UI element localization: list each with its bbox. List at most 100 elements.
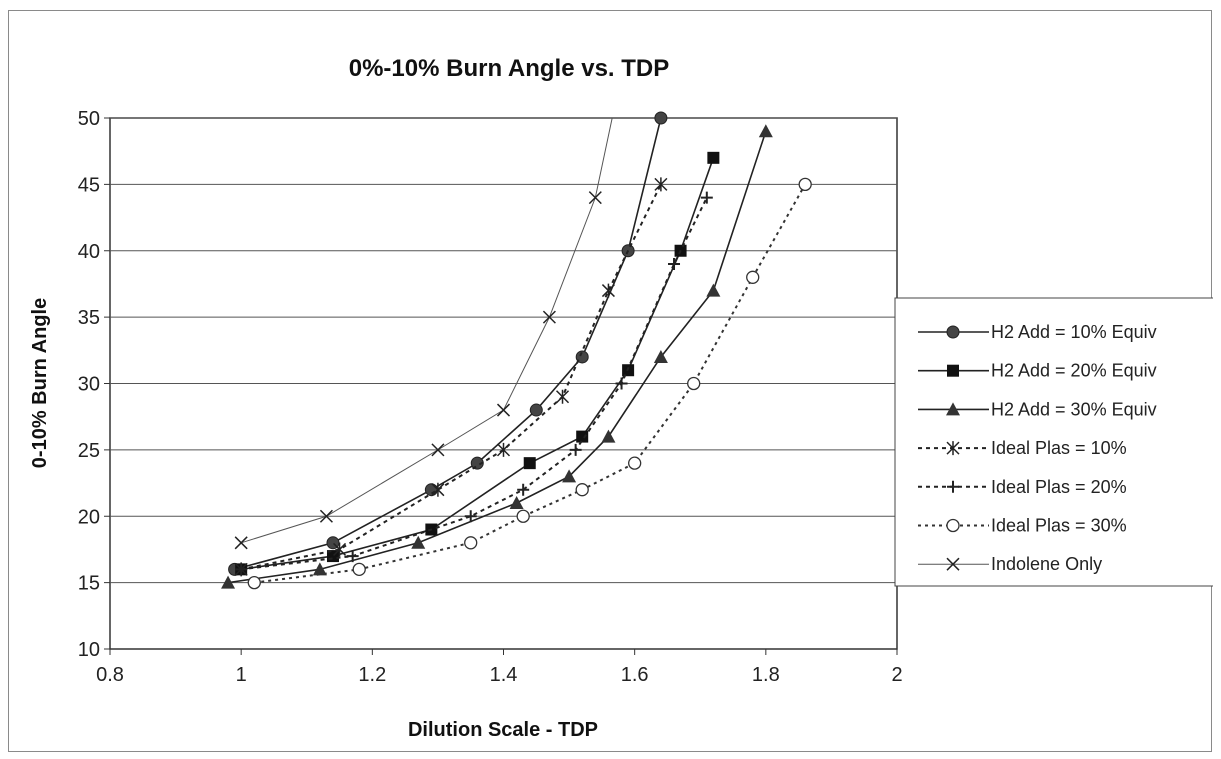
- data-point: [653, 349, 668, 363]
- legend-marker: [946, 518, 960, 533]
- x-tick-label: 1: [236, 664, 247, 686]
- data-point: [509, 495, 524, 509]
- x-tick-label: 1.2: [358, 664, 386, 686]
- data-point: [247, 575, 261, 590]
- data-point: [352, 562, 366, 576]
- data-point: [464, 536, 478, 550]
- data-point: [431, 443, 445, 457]
- data-point: [431, 482, 445, 497]
- data-point: [615, 377, 628, 390]
- legend: H2 Add = 10% Equiv H2 Add = 20% Equiv H2 A…: [894, 297, 1213, 587]
- x-tick-label: 2: [891, 664, 902, 686]
- series-5: [235, 191, 713, 576]
- series-6: [247, 177, 812, 590]
- legend-box: [894, 297, 1213, 587]
- data-point: [333, 542, 347, 557]
- series-4: [234, 177, 668, 577]
- legend-label: Ideal Plas = 30%: [991, 516, 1127, 536]
- data-point: [601, 429, 616, 443]
- y-tick-label: 50: [78, 108, 100, 130]
- data-point: [470, 456, 484, 470]
- data-point: [319, 509, 333, 523]
- data-point: [668, 258, 681, 271]
- data-point: [706, 283, 721, 297]
- series-7: [234, 117, 613, 550]
- data-point: [234, 536, 248, 550]
- legend-item: H2 Add = 20% Equiv: [918, 361, 1157, 381]
- legend-marker: [946, 402, 960, 416]
- legend-item: H2 Add = 30% Equiv: [918, 399, 1157, 419]
- x-axis-label: Dilution Scale - TDP: [408, 719, 598, 741]
- legend-marker: [946, 325, 960, 339]
- legend-label: H2 Add = 30% Equiv: [991, 399, 1157, 419]
- data-point: [700, 191, 713, 204]
- legend-marker: [946, 441, 960, 456]
- data-point: [575, 483, 589, 497]
- y-tick-label: 15: [78, 573, 100, 595]
- data-point: [628, 456, 642, 470]
- legend-item: H2 Add = 10% Equiv: [918, 322, 1157, 342]
- data-point: [654, 111, 668, 125]
- chart-frame: 10 15 20 25 30 35 40 45 50 0.8 1 1.2 1.4 1.6 1.8 2 0%-…: [8, 10, 1213, 752]
- data-point: [575, 350, 589, 364]
- x-tick-label: 0.8: [96, 664, 124, 686]
- y-tick-label: 25: [78, 440, 100, 462]
- legend-item: Ideal Plas = 30%: [918, 516, 1127, 536]
- data-point: [496, 403, 511, 417]
- legend-label: Ideal Plas = 20%: [991, 477, 1127, 497]
- legend-item: Indolene Only: [918, 554, 1102, 574]
- grid-lines: [110, 117, 897, 584]
- data-point: [312, 562, 327, 576]
- series-line: [241, 197, 708, 571]
- data-point: [746, 270, 760, 284]
- data-point: [555, 389, 570, 404]
- data-point: [529, 403, 543, 417]
- x-tick-label: 1.4: [490, 664, 518, 686]
- data-point: [588, 191, 602, 205]
- y-tick-label: 10: [78, 639, 100, 661]
- data-point: [542, 310, 556, 324]
- data-point: [517, 483, 530, 496]
- chart-svg: 10 15 20 25 30 35 40 45 50 0.8 1 1.2 1.4 1.6 1.8 2 0%-…: [29, 55, 1213, 741]
- data-point: [424, 483, 438, 497]
- legend-marker: [947, 480, 959, 493]
- data-point: [687, 376, 701, 391]
- y-axis-label: 0-10% Burn Angle: [29, 298, 51, 468]
- data-point: [707, 151, 720, 164]
- data-point: [758, 124, 773, 138]
- y-tick-label: 20: [78, 506, 100, 528]
- x-axis-ticks: 0.8 1 1.2 1.4 1.6 1.8 2: [96, 649, 903, 686]
- data-point: [569, 443, 582, 456]
- data-point: [346, 550, 359, 563]
- x-tick-label: 1.6: [621, 664, 649, 686]
- data-point: [235, 563, 248, 576]
- data-point: [654, 177, 668, 192]
- chart-title: 0%-10% Burn Angle vs. TDP: [349, 55, 670, 82]
- legend-marker: [947, 364, 959, 377]
- legend-label: Ideal Plas = 10%: [991, 438, 1127, 458]
- y-tick-label: 30: [78, 374, 100, 396]
- series-layer: [221, 111, 812, 590]
- y-tick-label: 35: [78, 307, 100, 329]
- data-point: [601, 283, 615, 298]
- x-tick-label: 1.8: [752, 664, 780, 686]
- y-axis-ticks: 10 15 20 25 30 35 40 45 50: [78, 108, 110, 661]
- legend-item: Ideal Plas = 10%: [918, 438, 1127, 458]
- y-tick-label: 45: [78, 174, 100, 196]
- data-point: [562, 469, 577, 483]
- data-point: [523, 457, 536, 470]
- legend-marker: [946, 557, 960, 571]
- legend-item: Ideal Plas = 20%: [918, 477, 1127, 497]
- data-point: [496, 442, 511, 457]
- y-tick-label: 40: [78, 241, 100, 263]
- legend-label: H2 Add = 20% Equiv: [991, 361, 1157, 381]
- data-point: [516, 509, 530, 523]
- data-point: [798, 177, 812, 192]
- data-point: [464, 510, 477, 523]
- data-point: [411, 535, 426, 549]
- data-point: [221, 575, 236, 589]
- legend-label: H2 Add = 10% Equiv: [991, 322, 1157, 342]
- series-2: [235, 151, 720, 576]
- data-point: [576, 430, 589, 443]
- series-line: [241, 157, 715, 571]
